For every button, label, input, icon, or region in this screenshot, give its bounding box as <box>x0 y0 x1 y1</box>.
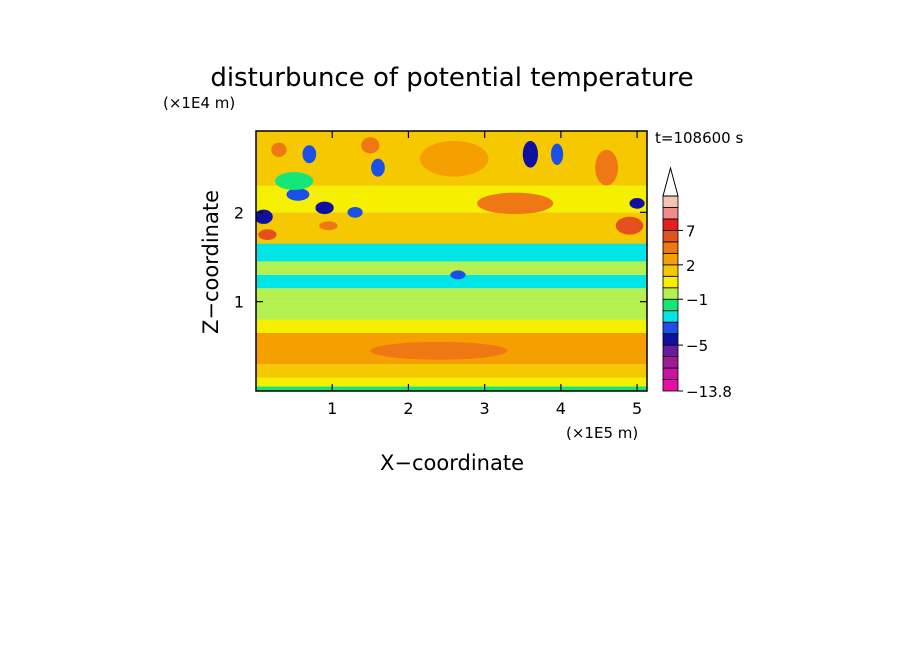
colorbar-swatch <box>662 207 679 220</box>
colorbar-label: −5 <box>686 337 708 355</box>
x-axis: 1 2 3 4 5 <box>327 131 642 418</box>
field-band-9 <box>256 243 647 262</box>
colorbar-swatch <box>662 275 679 289</box>
field-feature-7 <box>271 142 287 157</box>
field-feature-14 <box>615 216 644 235</box>
colorbar-label: 7 <box>686 222 696 240</box>
colorbar-label: −1 <box>686 291 708 309</box>
field-feature-18 <box>370 341 508 360</box>
colorbar-swatch <box>662 333 679 346</box>
field-band-1 <box>256 377 647 387</box>
colorbar-swatch <box>662 195 679 208</box>
colorbar: 7 2 −1 −5 −13.8 <box>662 166 732 401</box>
field-band-11 <box>256 185 647 213</box>
field-band-10 <box>256 212 647 244</box>
field-band-6 <box>256 288 647 302</box>
field-feature-15 <box>629 198 645 209</box>
field-feature-6 <box>302 145 317 164</box>
colorbar-extend-arrow <box>662 166 679 197</box>
x-axis-label: X−coordinate <box>380 451 524 475</box>
plot-area <box>255 130 648 392</box>
colorbar-label: −13.8 <box>686 383 732 401</box>
field-feature-9 <box>361 137 380 154</box>
field-feature-3 <box>315 201 334 215</box>
field-band-4 <box>256 319 647 333</box>
x-tick-label: 5 <box>632 399 642 418</box>
plot-frame <box>255 130 648 392</box>
y-axis-label: Z−coordinate <box>199 190 223 334</box>
field-feature-2 <box>286 188 310 201</box>
y-tick-label: 2 <box>234 203 244 222</box>
field-feature-5 <box>347 206 363 218</box>
y-axis: 12 <box>234 203 647 312</box>
field-feature-8 <box>371 158 385 177</box>
colorbar-swatch <box>662 241 679 254</box>
field-feature-4 <box>319 221 338 231</box>
field-feature-1 <box>256 209 273 224</box>
colorbar-swatch <box>662 321 679 335</box>
x-tick-label: 4 <box>556 399 566 418</box>
field-feature-11 <box>522 140 539 168</box>
y-tick-label: 1 <box>234 293 244 312</box>
time-label: t=108600 s <box>655 129 743 147</box>
field-band-7 <box>256 274 647 289</box>
colorbar-swatch <box>662 310 679 323</box>
field-feature-17 <box>477 192 554 215</box>
colorbar-swatch <box>662 264 679 277</box>
x-tick-label: 2 <box>403 399 413 418</box>
field-band-5 <box>256 301 647 320</box>
field-band-0 <box>256 386 647 391</box>
field-feature-0 <box>258 229 277 241</box>
x-tick-label: 1 <box>327 399 337 418</box>
colorbar-swatch <box>662 356 679 369</box>
chart-title: disturbunce of potential temperature <box>210 63 693 93</box>
field-feature-10 <box>419 140 489 177</box>
heatmap-field <box>256 131 647 391</box>
colorbar-swatch <box>662 287 679 300</box>
colorbar-swatch <box>662 298 679 312</box>
x-tick-label: 3 <box>480 399 490 418</box>
x-unit-label: (×1E5 m) <box>566 424 638 442</box>
colorbar-swatch <box>662 218 679 231</box>
y-unit-label: (×1E4 m) <box>163 94 235 112</box>
field-feature-16 <box>450 270 466 280</box>
colorbar-swatch <box>662 367 679 380</box>
field-feature-13 <box>595 149 619 186</box>
colorbar-label: 2 <box>686 257 696 275</box>
field-feature-19 <box>275 172 314 190</box>
field-band-8 <box>256 261 647 275</box>
colorbar-swatch <box>662 379 679 392</box>
colorbar-swatch <box>662 252 679 266</box>
field-band-2 <box>256 364 647 378</box>
colorbar-swatch <box>662 344 679 357</box>
field-feature-12 <box>550 143 564 165</box>
colorbar-swatch <box>662 230 679 243</box>
